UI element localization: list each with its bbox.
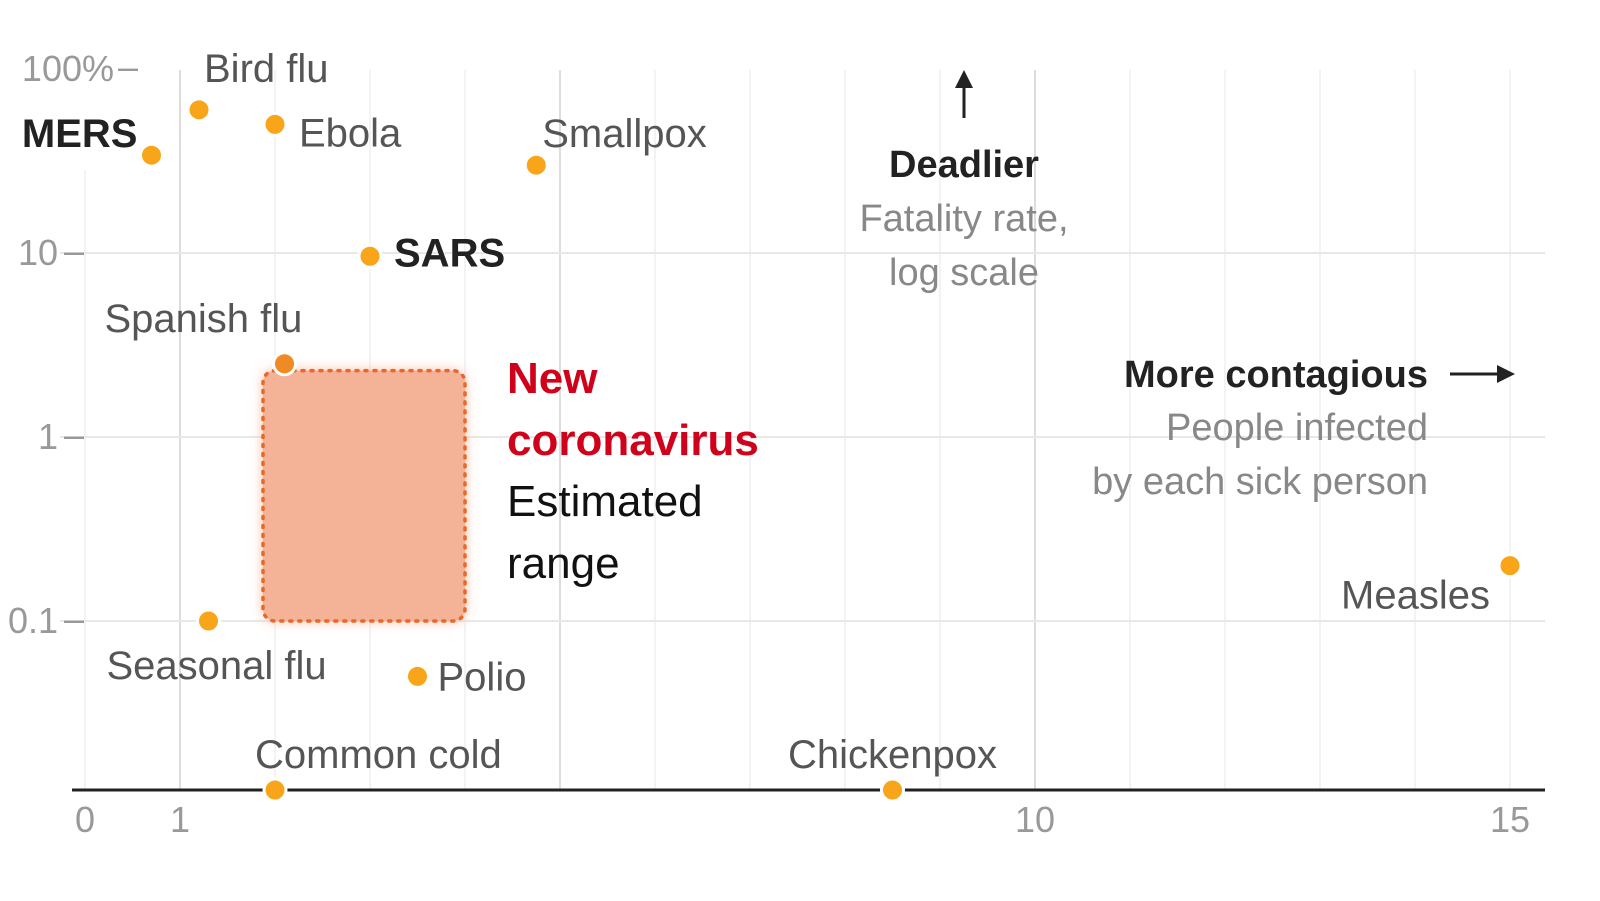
point-mers: [139, 142, 164, 168]
range-box: [261, 368, 467, 623]
label-polio: Polio: [438, 655, 527, 699]
coronavirus-subtitle-line1: Estimated: [507, 477, 703, 526]
contagious-title: More contagious: [1124, 354, 1428, 396]
label-smallpox: Smallpox: [542, 112, 707, 156]
point-seasonal-flu: [196, 608, 221, 634]
y-tick-dash: –: [64, 598, 84, 639]
point-smallpox: [523, 152, 549, 178]
annotations: Deadlier Fatality rate, log scale More cont…: [859, 70, 1515, 503]
point-sars: [357, 243, 383, 269]
deadlier-subtitle-line: log scale: [889, 252, 1039, 294]
x-tick-label: 0: [75, 799, 95, 840]
x-tick-label: 10: [1015, 799, 1055, 840]
point-measles: [1497, 553, 1523, 579]
label-mers: MERS: [22, 112, 138, 156]
y-tick-dash: –: [64, 230, 84, 271]
coronavirus-subtitle-line2: range: [507, 539, 620, 588]
y-tick-label: 100%: [22, 48, 114, 89]
point-bird-flu: [186, 97, 212, 123]
y-tick-label: 10: [18, 232, 58, 273]
label-ebola: Ebola: [299, 111, 402, 155]
deadlier-title: Deadlier: [889, 144, 1039, 186]
label-chickenpox: Chickenpox: [788, 733, 997, 777]
point-chickenpox: [880, 777, 905, 803]
label-bird-flu: Bird flu: [204, 47, 329, 91]
data-points: Bird flu Ebola MERS Smallpox SARS Spanish flu…: [22, 47, 1523, 803]
contagious-arrow-icon: [1497, 365, 1515, 383]
point-common-cold: [262, 777, 288, 803]
y-tick-label: 1: [38, 416, 58, 457]
x-tick-label: 1: [170, 799, 190, 840]
label-measles: Measles: [1341, 574, 1490, 618]
x-tick-label: 15: [1490, 799, 1530, 840]
y-tick-dash: –: [118, 46, 138, 87]
y-tick-dash: –: [64, 414, 84, 455]
point-spanish-flu: [272, 351, 297, 377]
coronavirus-range: New coronavirus Estimated range: [261, 354, 759, 623]
coronavirus-title-line1: New: [507, 354, 598, 403]
coronavirus-title-line2: coronavirus: [507, 416, 759, 465]
contagious-subtitle-line: by each sick person: [1092, 461, 1428, 503]
point-ebola: [262, 111, 288, 137]
label-common-cold: Common cold: [255, 733, 502, 777]
deadlier-subtitle-line: Fatality rate,: [859, 198, 1068, 240]
label-spanish-flu: Spanish flu: [105, 297, 303, 341]
y-tick-label: 0.1: [8, 600, 58, 641]
point-polio: [405, 663, 430, 689]
deadlier-arrow-icon: [955, 70, 973, 88]
label-seasonal-flu: Seasonal flu: [107, 644, 327, 688]
label-sars: SARS: [394, 231, 505, 275]
contagious-subtitle-line: People infected: [1166, 407, 1428, 449]
